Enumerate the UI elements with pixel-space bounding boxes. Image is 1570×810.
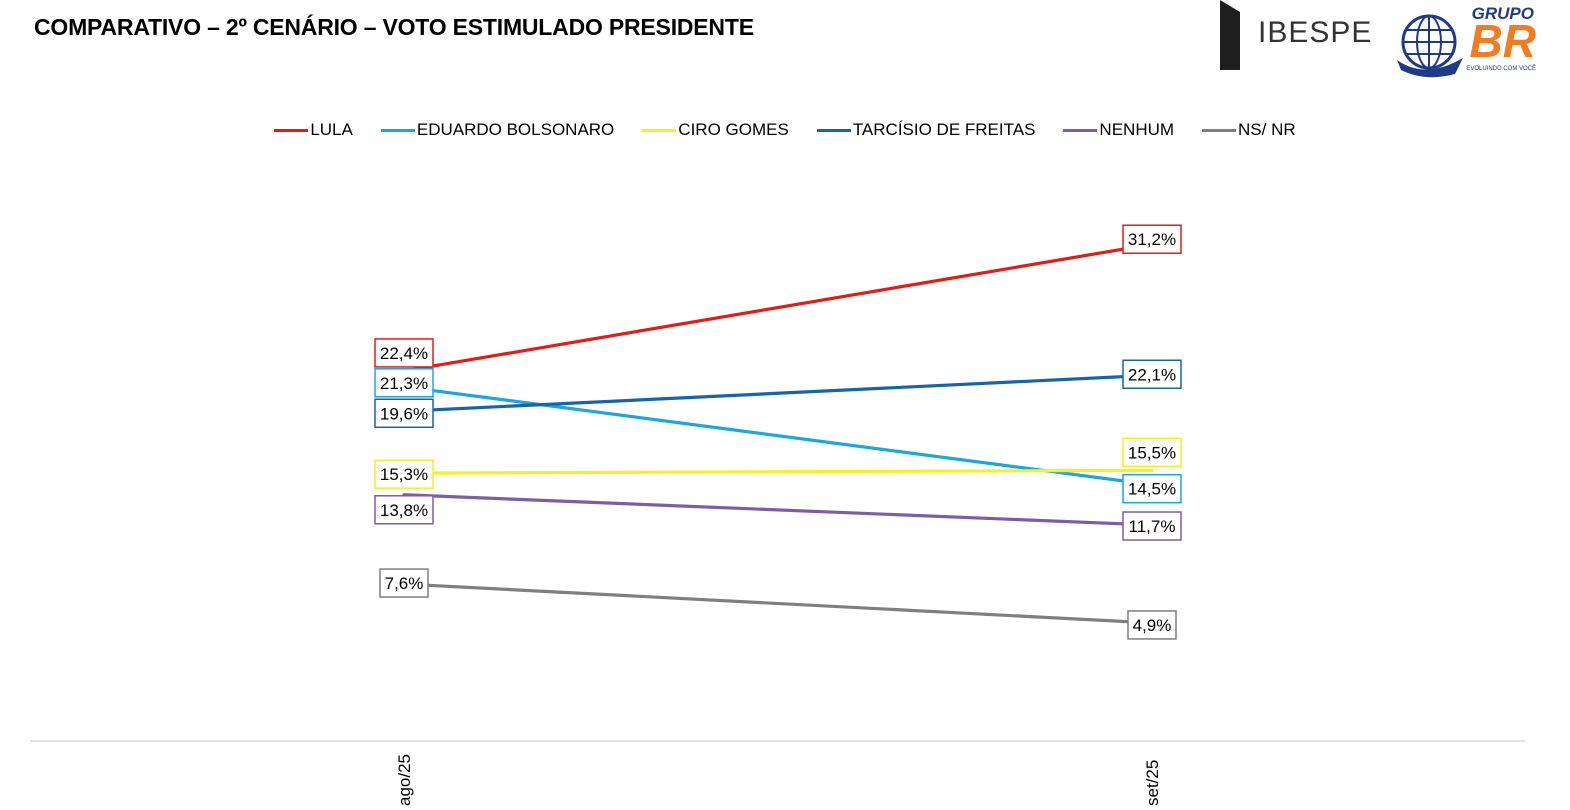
data-label-eduardo-bolsonaro: 21,3%: [374, 368, 434, 398]
data-label-text: 15,3%: [380, 465, 428, 484]
legend-swatch: [274, 128, 309, 132]
legend-swatch: [1202, 128, 1237, 132]
data-label-box: [374, 495, 434, 525]
data-label-eduardo-bolsonaro: 14,5%: [1122, 473, 1182, 504]
data-label-text: 22,4%: [380, 344, 428, 363]
x-tick-label: ago/25: [395, 754, 414, 806]
ibespe-logo: IBESPE: [1218, 0, 1388, 72]
data-label-nenhum: 11,7%: [1122, 511, 1182, 541]
data-label-box: [1122, 473, 1182, 504]
data-label-text: 19,6%: [380, 404, 428, 423]
grupo-br-logo-slogan: EVOLUINDO COM VOCÊ: [1466, 66, 1536, 72]
data-label-text: 7,6%: [385, 574, 424, 593]
legend-label: TARCÍSIO DE FREITAS: [852, 120, 1036, 139]
legend-item-eduardo-bolsonaro: EDUARDO BOLSONARO: [380, 120, 615, 140]
legend-label: EDUARDO BOLSONARO: [416, 120, 615, 139]
legend-item-lula: LULA: [274, 120, 353, 140]
data-label-box: [374, 459, 434, 489]
data-label-box: [379, 568, 429, 598]
grupo-br-logo: GRUPO BR EVOLUINDO COM VOCÊ: [1395, 4, 1540, 78]
series-line-ns-nr: [402, 582, 1154, 625]
series-line-nenhum: [402, 493, 1154, 527]
data-label-lula: 22,4%: [374, 338, 434, 368]
data-label-box: [1122, 224, 1182, 254]
legend-label: CIRO GOMES: [678, 120, 789, 139]
legend-item-ns-nr: NS/ NR: [1202, 120, 1296, 140]
legend-swatch: [380, 128, 415, 132]
data-label-text: 31,2%: [1128, 230, 1176, 249]
data-label-box: [374, 338, 434, 368]
series-line-lula: [402, 242, 1154, 373]
series-line-eduardo-bolsonaro: [402, 385, 1154, 487]
data-label-ns-nr: 4,9%: [1127, 610, 1177, 640]
data-label-box: [374, 368, 434, 398]
data-label-lula: 31,2%: [1122, 224, 1182, 254]
data-label-box: [1122, 511, 1182, 541]
legend-item-tarc-sio-de-freitas: TARCÍSIO DE FREITAS: [816, 120, 1036, 140]
data-label-text: 15,5%: [1128, 443, 1176, 462]
data-label-ns-nr: 7,6%: [379, 568, 429, 598]
data-label-text: 22,1%: [1128, 365, 1176, 384]
data-label-box: [1122, 437, 1182, 468]
data-label-tarc-sio-de-freitas: 19,6%: [374, 398, 434, 429]
data-label-text: 4,9%: [1133, 616, 1172, 635]
ibespe-logo-bar: [1220, 0, 1240, 70]
legend-item-nenhum: NENHUM: [1063, 120, 1174, 140]
legend-item-ciro-gomes: CIRO GOMES: [642, 120, 789, 140]
data-label-tarc-sio-de-freitas: 22,1%: [1122, 359, 1182, 390]
chart-legend: LULA EDUARDO BOLSONARO CIRO GOMES TARCÍSIO …: [0, 120, 1570, 140]
series-line-ciro-gomes: [402, 468, 1154, 475]
grupo-br-logo-top: GRUPO: [1471, 4, 1534, 23]
data-label-text: 11,7%: [1129, 517, 1176, 536]
x-tick-label: set/25: [1143, 760, 1162, 806]
globe-icon: [1397, 14, 1463, 78]
data-label-box: [1122, 359, 1182, 390]
data-label-box: [1127, 610, 1177, 640]
legend-swatch: [1063, 128, 1098, 132]
page-title: COMPARATIVO – 2º CENÁRIO – VOTO ESTIMULA…: [34, 14, 754, 40]
grupo-br-logo-main: BR: [1469, 15, 1536, 67]
data-label-text: 21,3%: [380, 374, 428, 393]
legend-swatch: [642, 128, 677, 132]
data-label-nenhum: 13,8%: [374, 495, 434, 525]
series-line-tarc-sio-de-freitas: [402, 373, 1154, 413]
data-label-text: 13,8%: [380, 501, 428, 520]
legend-label: NS/ NR: [1238, 120, 1296, 139]
legend-label: LULA: [310, 120, 353, 139]
ibespe-logo-text: IBESPE: [1258, 16, 1373, 49]
data-label-ciro-gomes: 15,3%: [374, 459, 434, 489]
legend-label: NENHUM: [1099, 120, 1175, 139]
data-label-ciro-gomes: 15,5%: [1122, 437, 1182, 468]
legend-swatch: [816, 128, 851, 132]
data-label-box: [374, 398, 434, 429]
data-label-text: 14,5%: [1128, 480, 1176, 499]
